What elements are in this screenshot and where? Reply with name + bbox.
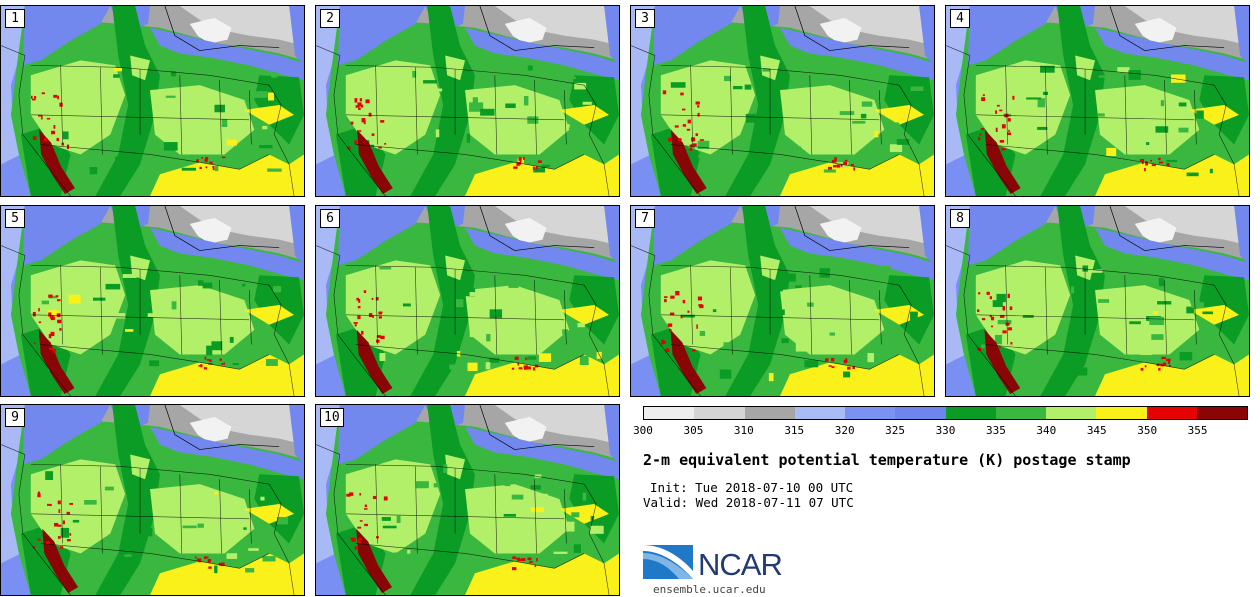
colorbar-tick-label: 325: [885, 424, 906, 437]
colorbar-tick-label: 320: [834, 424, 855, 437]
stamp-member-9[interactable]: 9: [0, 404, 305, 596]
valid-time: Valid: Wed 2018-07-11 07 UTC: [643, 495, 854, 510]
stamp-member-7[interactable]: 7: [630, 205, 935, 397]
member-label-9: 9: [5, 408, 25, 427]
member-label-7: 7: [635, 209, 655, 228]
member-label-1: 1: [5, 9, 25, 28]
colorbar-tick-label: 310: [733, 424, 754, 437]
member-label-10: 10: [320, 408, 344, 427]
colorbar-swatch-10: [1146, 407, 1197, 419]
site-url: ensemble.ucar.edu: [653, 583, 766, 596]
panel-title: 2-m equivalent potential temperature (K)…: [643, 451, 1131, 469]
member-label-6: 6: [320, 209, 340, 228]
colorbar-swatch-4: [845, 407, 896, 419]
member-label-5: 5: [5, 209, 25, 228]
ncar-logo-icon: [643, 545, 693, 579]
colorbar-swatch-1: [694, 407, 745, 419]
member-label-4: 4: [950, 9, 970, 28]
stamp-member-2[interactable]: 2: [315, 5, 620, 197]
colorbar-tick-label: 315: [784, 424, 805, 437]
colorbar-swatch-9: [1096, 407, 1147, 419]
colorbar-tick-label: 355: [1187, 424, 1208, 437]
member-label-8: 8: [950, 209, 970, 228]
stamp-member-8[interactable]: 8: [945, 205, 1250, 397]
stamp-member-6[interactable]: 6: [315, 205, 620, 397]
member-label-3: 3: [635, 9, 655, 28]
colorbar-swatch-5: [895, 407, 946, 419]
colorbar-swatch-8: [1046, 407, 1097, 419]
colorbar-ticks: 300 305 310 315 320 325 330 335 340 345 350 355: [633, 424, 1248, 440]
colorbar-tick-label: 330: [935, 424, 956, 437]
colorbar-tick-label: 345: [1086, 424, 1107, 437]
colorbar-swatch-7: [995, 407, 1046, 419]
colorbar-tick-label: 350: [1137, 424, 1158, 437]
stamp-member-4[interactable]: 4: [945, 5, 1250, 197]
colorbar-tick-label: 300: [633, 424, 653, 437]
colorbar: [643, 406, 1248, 420]
init-time: Init: Tue 2018-07-10 00 UTC: [650, 480, 854, 495]
colorbar-swatch-2: [744, 407, 795, 419]
colorbar-swatch-3: [794, 407, 845, 419]
colorbar-swatch-0: [644, 407, 695, 419]
colorbar-tick-label: 340: [1036, 424, 1057, 437]
stamp-member-1[interactable]: 1: [0, 5, 305, 197]
colorbar-swatch-6: [945, 407, 996, 419]
stamp-member-3[interactable]: 3: [630, 5, 935, 197]
colorbar-tick-label: 305: [683, 424, 704, 437]
colorbar-tick-label: 335: [985, 424, 1006, 437]
ncar-logo-text: NCAR: [698, 547, 783, 582]
member-label-2: 2: [320, 9, 340, 28]
stamp-member-10[interactable]: 10: [315, 404, 620, 596]
stamp-member-5[interactable]: 5: [0, 205, 305, 397]
colorbar-swatch-11: [1196, 407, 1247, 419]
